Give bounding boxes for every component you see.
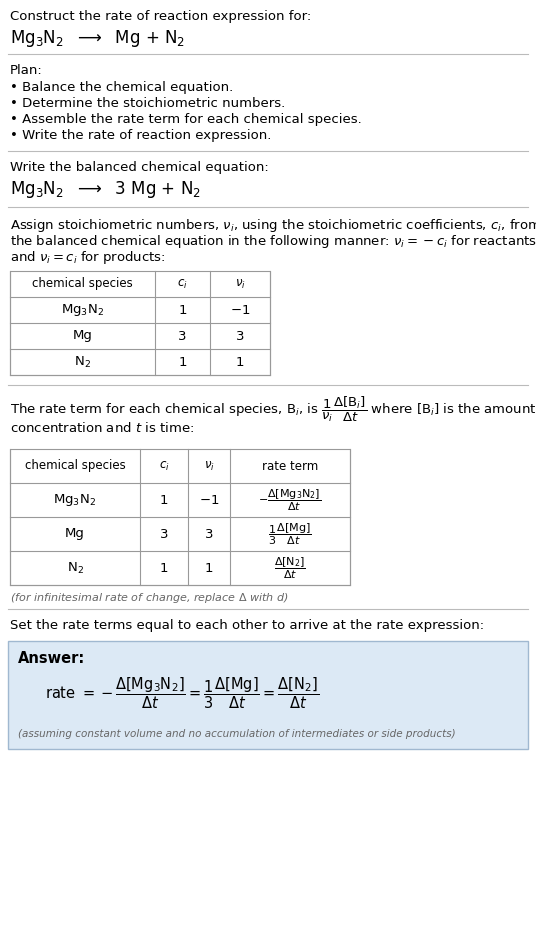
Text: $\nu_i$: $\nu_i$ [235,277,245,291]
Text: 3: 3 [178,330,187,343]
Text: Mg$_3$N$_2$  $\longrightarrow$  3 Mg + N$_2$: Mg$_3$N$_2$ $\longrightarrow$ 3 Mg + N$_… [10,179,201,200]
Text: Mg: Mg [72,330,92,343]
Text: • Determine the stoichiometric numbers.: • Determine the stoichiometric numbers. [10,97,285,110]
Text: The rate term for each chemical species, B$_i$, is $\dfrac{1}{\nu_i}\dfrac{\Delt: The rate term for each chemical species,… [10,395,536,425]
Text: chemical species: chemical species [32,277,133,291]
Text: $-1$: $-1$ [199,493,219,506]
Text: • Write the rate of reaction expression.: • Write the rate of reaction expression. [10,129,271,142]
Text: $c_i$: $c_i$ [159,460,169,472]
Text: $-1$: $-1$ [230,303,250,316]
Text: N$_2$: N$_2$ [74,354,91,370]
Text: (assuming constant volume and no accumulation of intermediates or side products): (assuming constant volume and no accumul… [18,729,456,739]
Text: 1: 1 [178,355,187,369]
Text: $-\dfrac{\Delta[\mathrm{Mg_3N_2}]}{\Delta t}$: $-\dfrac{\Delta[\mathrm{Mg_3N_2}]}{\Delt… [258,487,322,513]
Text: Answer:: Answer: [18,651,85,666]
Text: $\dfrac{1}{3}\dfrac{\Delta[\mathrm{Mg}]}{\Delta t}$: $\dfrac{1}{3}\dfrac{\Delta[\mathrm{Mg}]}… [269,522,312,547]
Text: rate term: rate term [262,460,318,472]
Text: Plan:: Plan: [10,64,43,77]
Text: 3: 3 [236,330,244,343]
Text: and $\nu_i = c_i$ for products:: and $\nu_i = c_i$ for products: [10,249,166,266]
Text: N$_2$: N$_2$ [66,560,84,576]
Text: concentration and $t$ is time:: concentration and $t$ is time: [10,421,194,435]
Text: the balanced chemical equation in the following manner: $\nu_i = -c_i$ for react: the balanced chemical equation in the fo… [10,233,536,250]
Text: 1: 1 [160,493,168,506]
Text: Assign stoichiometric numbers, $\nu_i$, using the stoichiometric coefficients, $: Assign stoichiometric numbers, $\nu_i$, … [10,217,536,234]
Text: rate $= -\dfrac{\Delta[\mathrm{Mg_3N_2}]}{\Delta t} = \dfrac{1}{3}\dfrac{\Delta[: rate $= -\dfrac{\Delta[\mathrm{Mg_3N_2}]… [45,675,319,711]
Text: • Balance the chemical equation.: • Balance the chemical equation. [10,81,233,94]
Text: Mg$_3$N$_2$  $\longrightarrow$  Mg + N$_2$: Mg$_3$N$_2$ $\longrightarrow$ Mg + N$_2$ [10,28,185,49]
Text: Construct the rate of reaction expression for:: Construct the rate of reaction expressio… [10,10,311,23]
FancyBboxPatch shape [10,449,350,585]
Text: 1: 1 [205,561,213,575]
Text: Mg$_3$N$_2$: Mg$_3$N$_2$ [54,492,96,508]
Text: • Assemble the rate term for each chemical species.: • Assemble the rate term for each chemic… [10,113,362,126]
Text: (for infinitesimal rate of change, replace $\Delta$ with $d$): (for infinitesimal rate of change, repla… [10,591,289,605]
Text: 3: 3 [160,527,168,541]
FancyBboxPatch shape [10,271,270,375]
Text: $\nu_i$: $\nu_i$ [204,460,214,472]
Text: 1: 1 [160,561,168,575]
Text: Mg$_3$N$_2$: Mg$_3$N$_2$ [61,302,104,318]
Text: $c_i$: $c_i$ [177,277,188,291]
Text: 1: 1 [178,303,187,316]
Text: Set the rate terms equal to each other to arrive at the rate expression:: Set the rate terms equal to each other t… [10,619,484,632]
Text: chemical species: chemical species [25,460,125,472]
Text: Write the balanced chemical equation:: Write the balanced chemical equation: [10,161,269,174]
Text: 3: 3 [205,527,213,541]
Text: Mg: Mg [65,527,85,541]
FancyBboxPatch shape [8,641,528,749]
Text: $\dfrac{\Delta[\mathrm{N_2}]}{\Delta t}$: $\dfrac{\Delta[\mathrm{N_2}]}{\Delta t}$ [274,555,306,580]
Text: 1: 1 [236,355,244,369]
